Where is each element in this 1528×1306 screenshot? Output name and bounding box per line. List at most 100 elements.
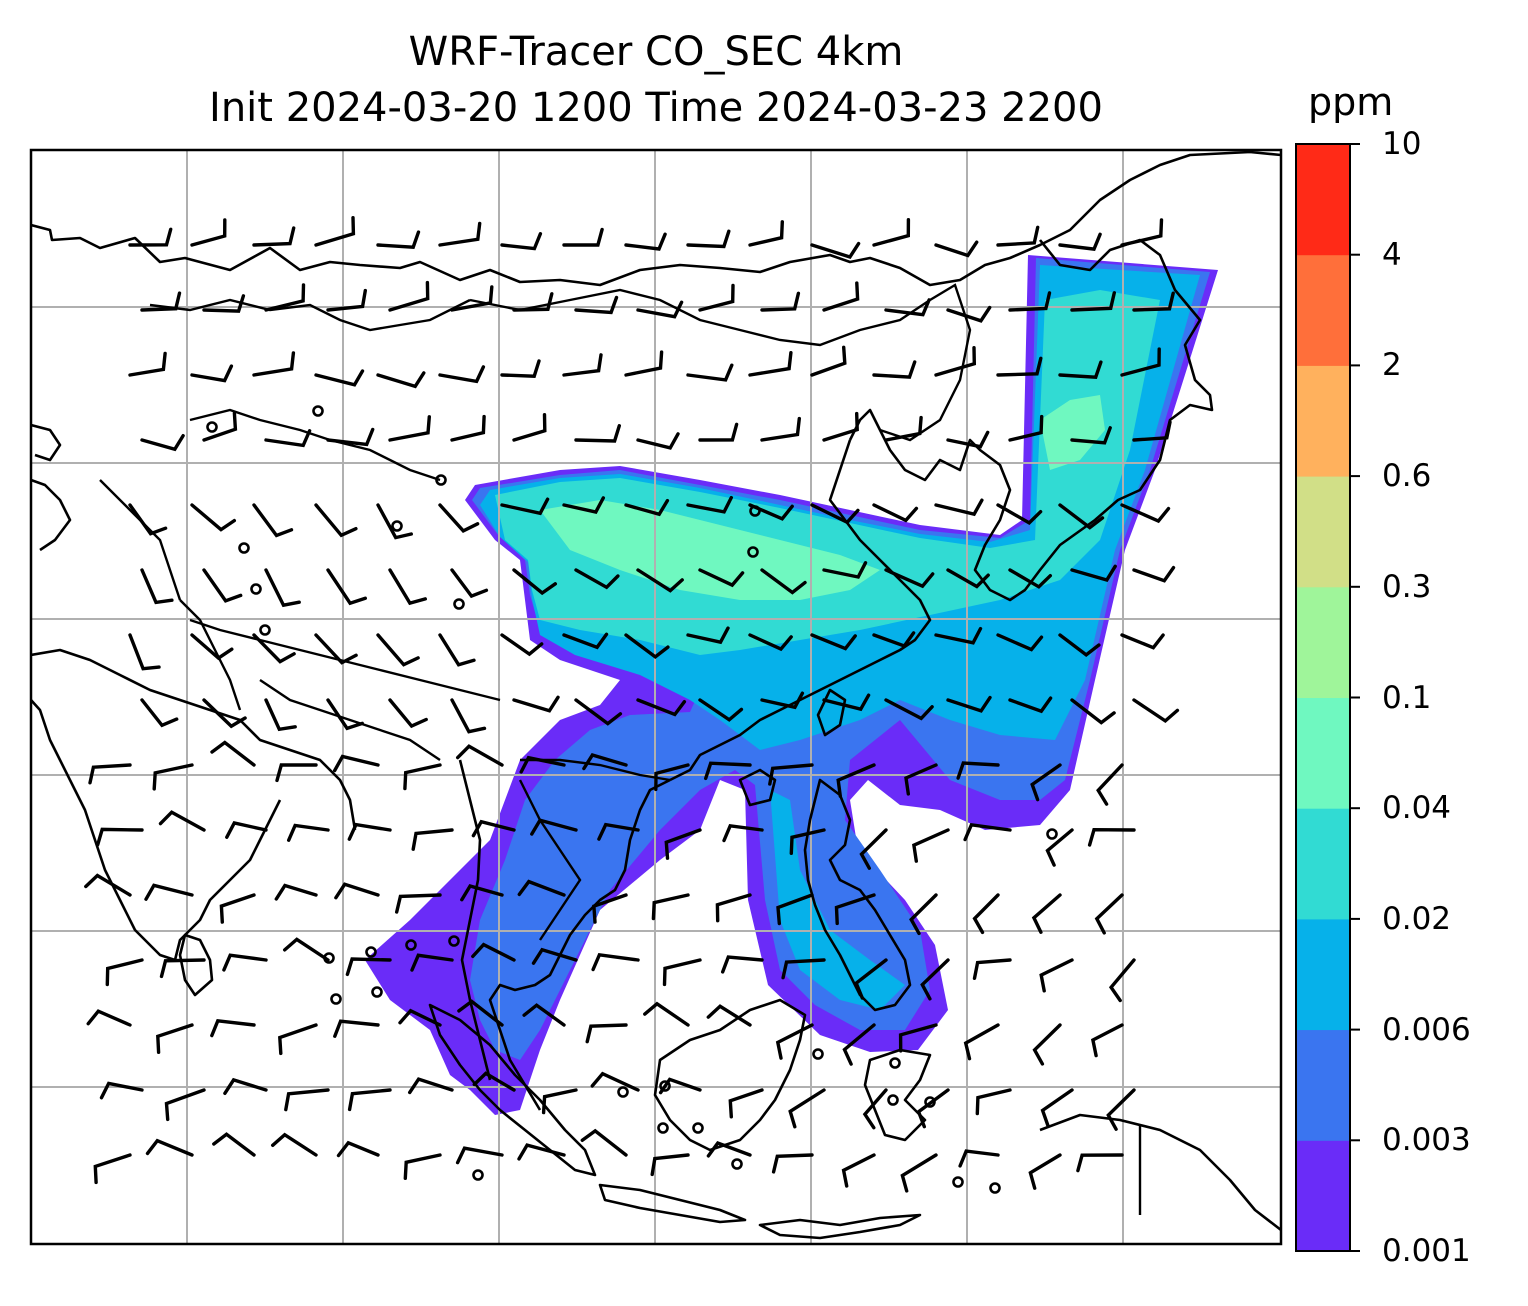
wind-barb: [438, 365, 486, 384]
colorbar-bin: [1296, 1140, 1350, 1252]
wind-barb: [904, 763, 938, 796]
wind-barb: [721, 955, 764, 974]
wind-barb: [471, 942, 516, 962]
wind-barb: [225, 821, 268, 839]
wind-barb: [222, 953, 268, 972]
wind-barb: [810, 345, 847, 377]
wind-barb: [934, 346, 977, 377]
wind-barb: [278, 1023, 318, 1056]
wind-barb: [810, 633, 857, 651]
wind-barb: [145, 1138, 194, 1157]
wind-barb: [271, 1132, 318, 1157]
wind-barb: [140, 698, 179, 728]
wind-barb: [398, 1008, 442, 1027]
plot-title-line2: Init 2024-03-20 1200 Time 2024-03-23 220…: [209, 85, 1103, 131]
wind-barb: [624, 350, 664, 377]
wind-barb: [884, 298, 931, 317]
wind-barb: [1096, 763, 1124, 806]
colorbar-tick-label: 0.1: [1382, 679, 1432, 716]
colorbar-tick-label: 0.6: [1382, 458, 1432, 495]
wind-barb: [88, 763, 132, 785]
wind-barb: [706, 1140, 752, 1158]
wind-barb: [574, 568, 620, 590]
wind-barbs: [84, 216, 1180, 1193]
wind-barb: [283, 937, 330, 962]
wind-barb: [946, 305, 992, 323]
wind-barb: [643, 1001, 690, 1027]
wind-barb: [1008, 414, 1044, 442]
wind-barb: [1070, 564, 1117, 582]
wind-barb: [450, 414, 486, 442]
wind-barb: [636, 698, 687, 717]
colorbar-tick-label: 4: [1382, 236, 1402, 273]
wind-barb: [956, 761, 1000, 780]
wind-barb: [686, 626, 730, 645]
wind-barb: [1008, 696, 1053, 714]
wind-barb: [517, 1143, 566, 1161]
wind-barb: [574, 295, 619, 315]
wind-barb: [934, 240, 979, 258]
wind-barb: [376, 633, 420, 667]
wind-barb: [1070, 291, 1116, 312]
wind-barb: [900, 1153, 938, 1193]
wind-barb: [264, 698, 297, 732]
calm-wind-circle: [1046, 828, 1058, 840]
wind-barb: [326, 427, 375, 447]
colorbar-bin: [1296, 808, 1350, 920]
coast-hainan: [738, 768, 777, 807]
wind-barb: [438, 633, 476, 667]
coast-arabia: [31, 423, 72, 552]
wind-barb: [810, 241, 861, 260]
wind-barb: [789, 828, 826, 855]
wind-barb: [190, 364, 234, 383]
colorbar-tick-label: 10: [1382, 126, 1422, 162]
wind-barb: [1058, 360, 1103, 379]
wind-barb: [314, 369, 365, 387]
wind-barb: [624, 498, 670, 517]
border-laos-thailand: [518, 779, 582, 941]
coast-new-guinea: [1039, 1113, 1281, 1232]
wind-barb: [562, 353, 603, 377]
coast-sulawesi: [863, 1048, 932, 1142]
wind-barb: [219, 893, 256, 924]
wind-barb: [1108, 958, 1136, 1003]
calm-wind-circle: [889, 1057, 901, 1069]
colorbar-tick-label: 0.001: [1382, 1233, 1471, 1269]
colorbar-bin: [1296, 254, 1350, 366]
wind-barb: [909, 893, 938, 936]
wind-barb: [912, 828, 950, 863]
wind-barb: [403, 763, 442, 791]
wind-barb: [264, 283, 306, 312]
wind-barb: [128, 633, 161, 671]
wind-barb: [284, 1088, 330, 1112]
wind-barb: [287, 823, 330, 842]
wind-barb: [822, 411, 859, 442]
wind-barb: [274, 883, 318, 901]
wind-barb: [834, 893, 876, 926]
wind-barb: [1132, 291, 1175, 312]
coast-china-east: [669, 439, 932, 782]
wind-barb: [934, 626, 983, 645]
wind-barb: [1087, 827, 1136, 847]
wind-barb: [722, 823, 764, 843]
wind-barb: [105, 958, 144, 987]
wind-barb: [140, 291, 182, 312]
wind-barb: [460, 884, 504, 902]
colorbar-tick-label: 0.3: [1382, 568, 1432, 605]
wind-barb: [946, 568, 990, 589]
calm-wind-circle: [405, 939, 417, 951]
wind-barb: [624, 232, 667, 251]
wind-barb: [202, 568, 243, 603]
wind-barb: [144, 883, 194, 901]
wind-barb: [512, 292, 554, 312]
coast-philippines: [803, 778, 912, 1012]
calm-wind-circles: [206, 405, 1058, 1194]
wind-barb: [654, 763, 690, 792]
wind-barb: [190, 633, 234, 661]
wind-barb: [450, 568, 489, 599]
wind-barb: [1090, 1023, 1124, 1058]
wind-barb: [822, 561, 868, 579]
wind-barb: [728, 1088, 764, 1119]
wind-barb: [512, 413, 547, 442]
border-russia-kaz: [149, 298, 471, 332]
